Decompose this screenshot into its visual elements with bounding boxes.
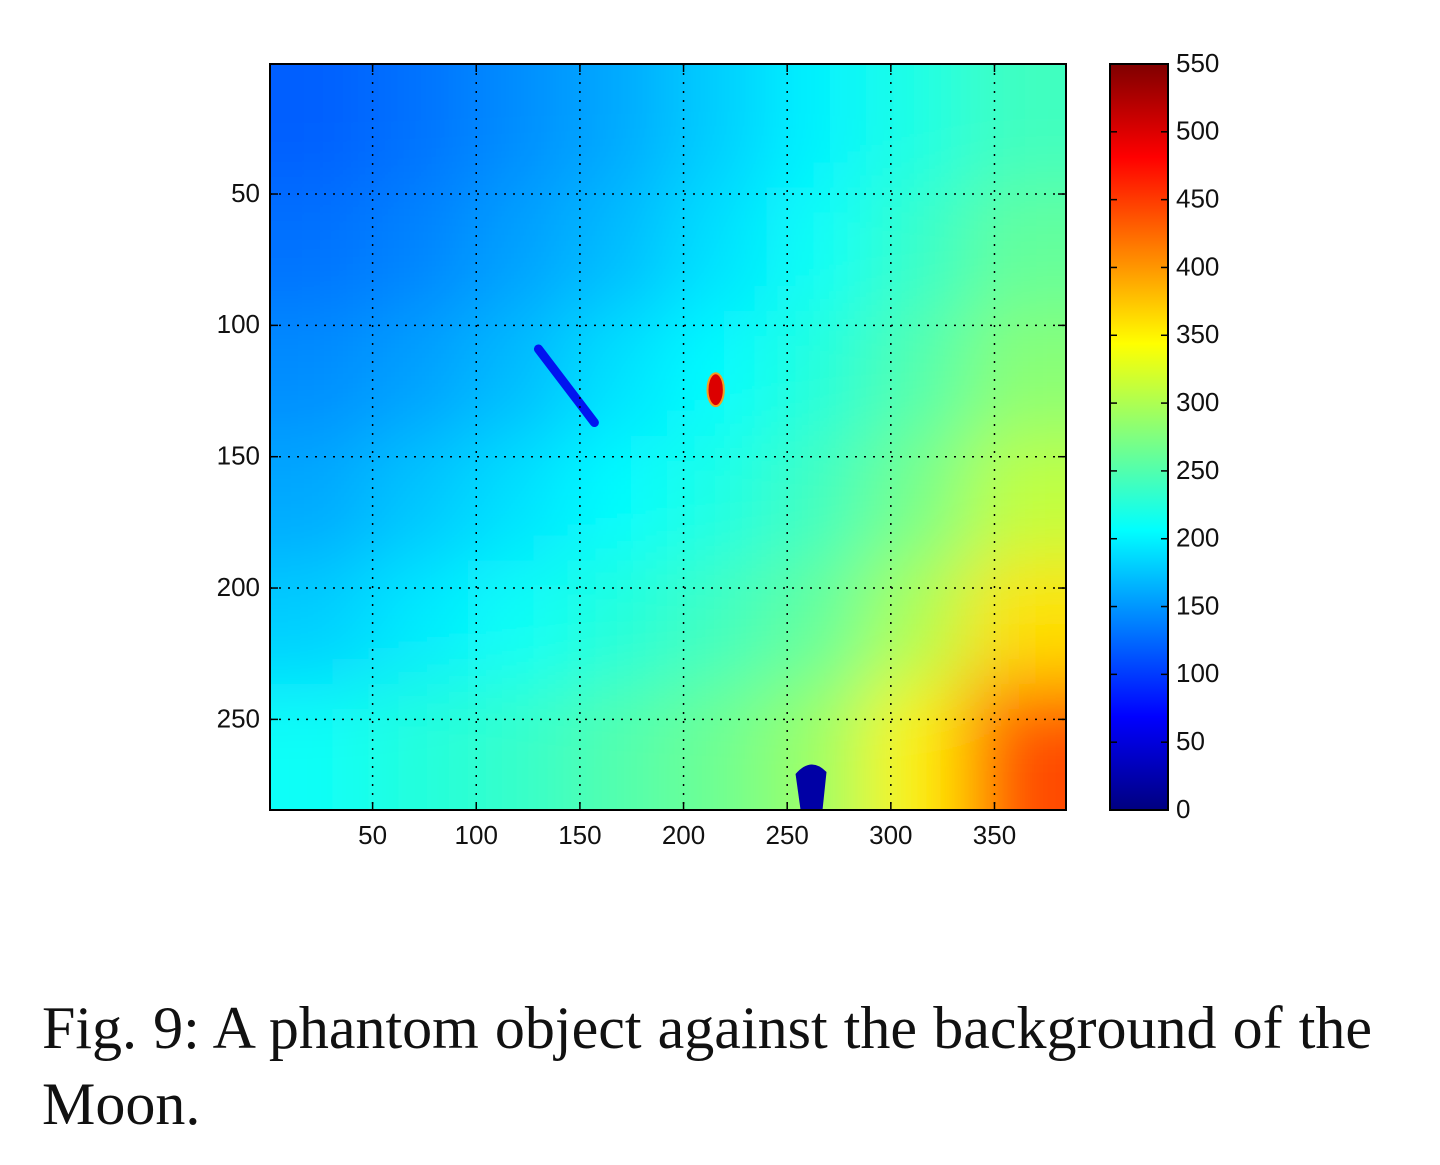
heat-cell: [865, 310, 967, 437]
heat-cell: [467, 435, 569, 562]
colorbar-label: 50: [1176, 726, 1205, 756]
colorbar-label: 300: [1176, 387, 1219, 417]
object-blob: [706, 372, 725, 408]
heat-cell: [270, 683, 370, 810]
heat-cell: [666, 64, 768, 189]
heat-cell: [270, 560, 370, 685]
heat-cell: [965, 64, 1066, 189]
heat-cell: [766, 187, 867, 312]
heat-cell: [368, 560, 469, 685]
heat-cell: [567, 683, 668, 810]
colorbar-label: 550: [1176, 48, 1219, 78]
heat-cell: [270, 187, 370, 312]
x-tick-label: 150: [558, 820, 601, 850]
y-tick-label: 50: [231, 178, 260, 208]
heat-cell: [666, 187, 768, 312]
heat-cell: [368, 683, 469, 810]
object-body: [795, 764, 827, 810]
heat-cell: [567, 187, 668, 312]
heat-cell: [666, 435, 768, 562]
heat-cell: [965, 683, 1066, 810]
objects: [533, 344, 827, 810]
heat-cell: [865, 435, 967, 562]
heat-cell: [270, 310, 370, 437]
heat-cell: [766, 64, 867, 189]
colorbar: [1109, 63, 1169, 811]
heat-cell: [270, 64, 370, 189]
colorbar-label: 100: [1176, 658, 1219, 688]
heat-cell: [567, 560, 668, 685]
colorbar-label: 500: [1176, 116, 1219, 146]
heat-cell: [467, 560, 569, 685]
colorbar-label: 0: [1176, 794, 1190, 824]
heat-cell: [567, 64, 668, 189]
axes: 50 100 150 200 250 300 350 50 100 150 200 250 0 50 100…: [217, 48, 1220, 850]
heat-cell: [567, 435, 668, 562]
colorbar-label: 350: [1176, 319, 1219, 349]
colorbar-label: 450: [1176, 184, 1219, 214]
heat-cell: [865, 64, 967, 189]
caption: Fig. 9: A phantom object against the bac…: [42, 995, 1372, 1137]
heat-cell: [368, 64, 469, 189]
heat-cell: [368, 310, 469, 437]
heat-cell: [666, 683, 768, 810]
colorbar-label: 400: [1176, 251, 1219, 281]
x-tick-label: 250: [765, 820, 808, 850]
heat-cell: [766, 435, 867, 562]
colorbar-label: 200: [1176, 523, 1219, 553]
heat-cell: [666, 560, 768, 685]
heat-cell: [766, 310, 867, 437]
heatmap: [270, 64, 1066, 810]
heat-cell: [467, 64, 569, 189]
colorbar-label: 250: [1176, 455, 1219, 485]
x-tick-label: 200: [662, 820, 705, 850]
y-tick-label: 100: [217, 309, 260, 339]
heat-cell: [467, 683, 569, 810]
heat-cell: [865, 683, 967, 810]
figure: 50 100 150 200 250 300 350 50 100 150 200 250 0 50 100…: [217, 48, 1220, 850]
x-tick-label: 300: [869, 820, 912, 850]
colorbar-label: 150: [1176, 590, 1219, 620]
y-tick-label: 250: [217, 703, 260, 733]
heat-cell: [965, 310, 1066, 437]
object-streak: [533, 344, 599, 428]
heat-cell: [368, 435, 469, 562]
heat-cell: [965, 187, 1066, 312]
x-tick-label: 350: [973, 820, 1016, 850]
heat-cell: [567, 310, 668, 437]
heat-cell: [766, 560, 867, 685]
y-tick-label: 150: [217, 441, 260, 471]
cells: [270, 64, 1066, 810]
plot-frame: [269, 63, 1067, 811]
heat-cell: [865, 187, 967, 312]
heat-cell: [965, 560, 1066, 685]
y-tick-label: 200: [217, 572, 260, 602]
heat-cell: [865, 560, 967, 685]
heat-cell: [368, 187, 469, 312]
heat-cell: [467, 187, 569, 312]
x-tick-label: 100: [455, 820, 498, 850]
x-tick-label: 50: [358, 820, 387, 850]
